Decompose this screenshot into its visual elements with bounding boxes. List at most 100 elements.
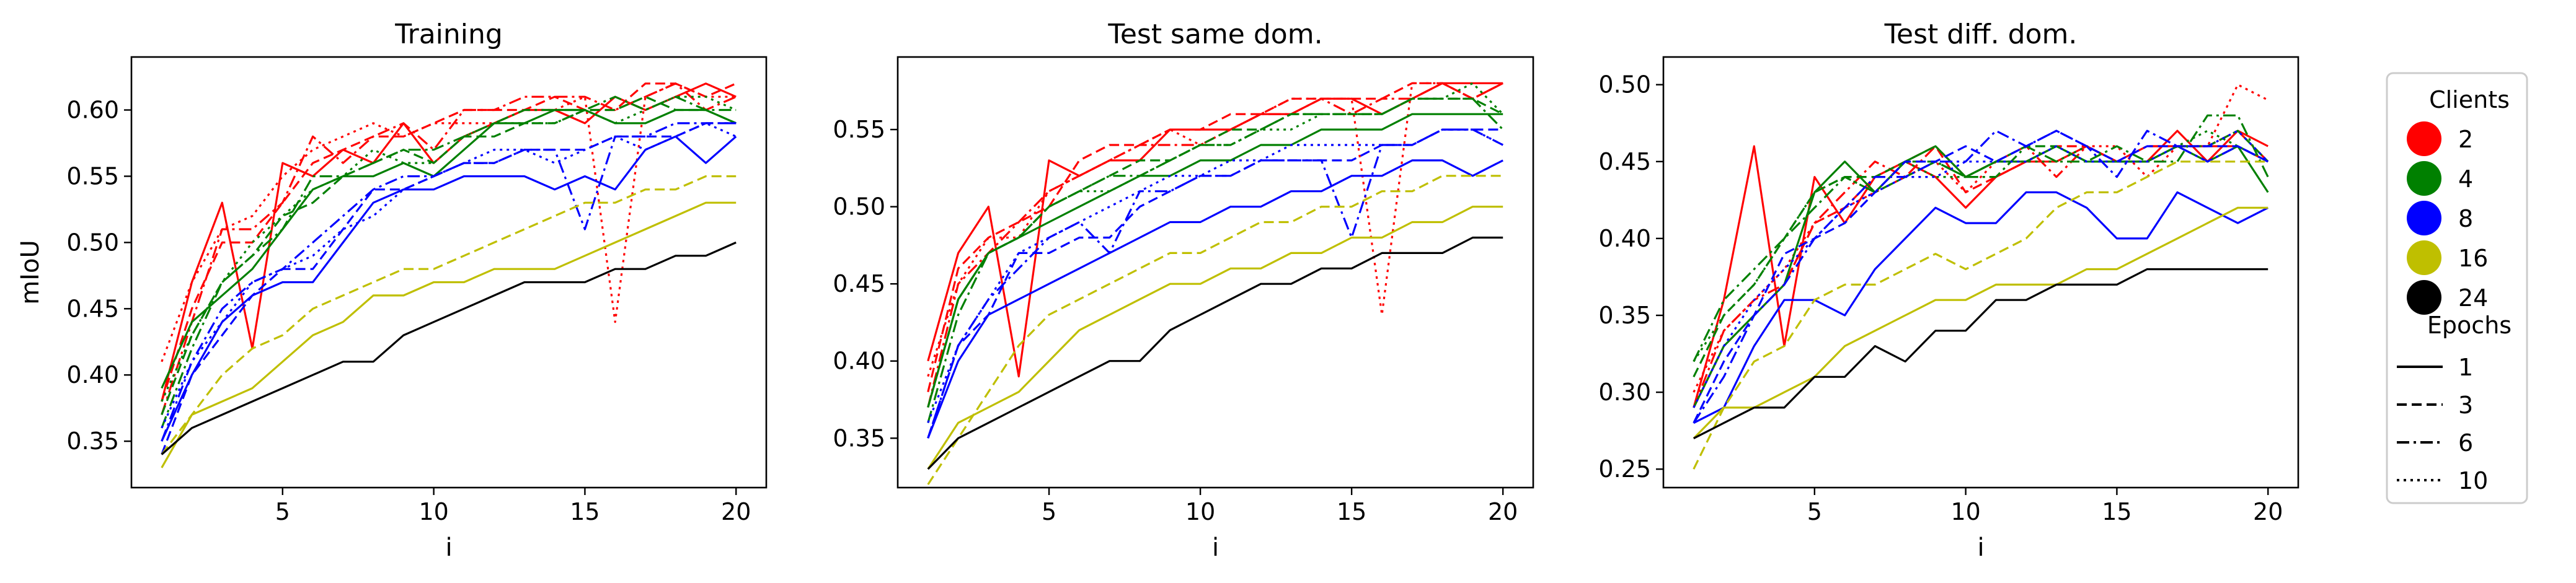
chart-panel: Test same dom. 5 10 15 20 0.35 0.40 0.45 0.50 0.5… [833,19,1534,562]
series-line-clients-2-epochs-3 [161,82,737,402]
chart-title: Test diff. dom. [1884,19,2078,50]
y-tick-label: 0.60 [66,97,119,124]
series-line-clients-16-epochs-1 [1693,206,2268,439]
series-line-clients-16-epochs-3 [927,175,1503,485]
y-tick-label: 0.35 [1598,302,1651,329]
y-tick-label: 0.35 [66,427,119,455]
series-line-clients-16-epochs-3 [161,175,737,455]
x-tick-label: 10 [418,498,448,525]
x-tick-label: 15 [1337,498,1366,525]
legend-marker-clients-4 [2407,161,2441,196]
y-tick-label: 0.40 [1598,225,1651,252]
x-tick-label: 5 [1807,498,1822,525]
series-line-clients-24-epochs-1 [927,236,1503,470]
y-tick-label: 0.50 [833,193,885,221]
x-tick-label: 15 [2102,498,2131,525]
legend-label-epochs: 1 [2458,354,2473,381]
series-line-clients-8-epochs-10 [1693,129,2269,408]
series-line-clients-8-epochs-6 [927,128,1503,439]
series-group [927,82,1504,485]
y-axis-label: mIoU [16,240,45,305]
series-line-clients-4-epochs-6 [161,95,737,429]
y-tick-label: 0.25 [1598,455,1651,483]
legend-clients-title: Clients [2429,86,2510,113]
series-line-clients-4-epochs-10 [161,95,737,402]
x-tick-label: 20 [2253,498,2283,525]
legend-label-clients: 8 [2458,205,2473,232]
legend-label-clients: 24 [2458,284,2488,312]
x-axis-label: i [445,533,452,562]
legend-marker-clients-8 [2407,201,2441,235]
series-line-clients-8-epochs-6 [1693,129,2268,424]
x-tick-label: 10 [1185,498,1215,525]
series-line-clients-24-epochs-1 [161,241,737,455]
series-line-clients-2-epochs-1 [1693,129,2268,408]
x-tick-label: 10 [1950,498,1980,525]
series-line-clients-2-epochs-10 [161,82,737,362]
legend-epochs-title: Epochs [2427,312,2512,339]
legend-label-clients: 2 [2458,126,2473,153]
series-line-clients-16-epochs-1 [927,206,1503,470]
series-group [1693,84,2269,470]
series-line-clients-4-epochs-6 [1693,114,2269,362]
series-group [161,82,737,468]
x-tick-label: 20 [1488,498,1518,525]
y-tick-label: 0.35 [833,424,885,452]
series-line-clients-8-epochs-1 [927,159,1503,439]
legend-label-clients: 16 [2458,245,2488,272]
y-tick-label: 0.40 [66,361,119,388]
series-line-clients-2-epochs-10 [1693,84,2268,393]
series-line-clients-2-epochs-3 [1693,145,2268,408]
series-line-clients-4-epochs-10 [927,82,1504,408]
series-line-clients-16-epochs-1 [161,201,737,468]
legend-label-epochs: 3 [2458,392,2473,419]
x-tick-label: 5 [1042,498,1056,525]
y-tick-label: 0.30 [1598,379,1651,406]
chart-title: Test same dom. [1107,19,1322,50]
series-line-clients-8-epochs-10 [927,128,1503,423]
legend-label-epochs: 6 [2458,429,2473,457]
chart-panel: Test diff. dom. 5 10 15 20 0.25 0.30 0.35 0.40 0.… [1598,19,2299,562]
series-line-clients-2-epochs-6 [161,82,737,415]
legend-marker-clients-2 [2407,121,2441,156]
series-line-clients-4-epochs-1 [161,108,737,389]
series-line-clients-4-epochs-3 [1693,129,2269,378]
series-line-clients-8-epochs-3 [1693,129,2268,424]
x-tick-label: 5 [275,498,290,525]
y-tick-label: 0.45 [833,270,885,297]
series-line-clients-2-epochs-1 [927,82,1503,378]
series-line-clients-4-epochs-10 [1693,129,2268,362]
plot-frame [1662,56,2299,489]
series-line-clients-4-epochs-3 [161,95,737,415]
plot-frame [896,56,1534,489]
series-line-clients-16-epochs-3 [1693,160,2268,470]
legend-epochs: 1 3 6 10 [2397,354,2488,494]
series-line-clients-2-epochs-10 [927,82,1503,377]
x-axis-label: i [1977,533,1984,562]
y-tick-label: 0.55 [833,116,885,143]
chart-title: Training [394,19,503,50]
y-tick-label: 0.45 [66,295,119,322]
series-line-clients-2-epochs-3 [927,82,1503,392]
legend-label-epochs: 10 [2458,467,2488,494]
series-line-clients-24-epochs-1 [1693,268,2268,440]
x-tick-label: 20 [721,498,751,525]
series-line-clients-8-epochs-1 [1693,191,2268,424]
chart-panel: Training 5 10 15 20 0.35 0.40 0.45 0.50 0.55 0.60 i… [16,19,768,562]
legend-marker-clients-16 [2407,240,2441,275]
y-tick-label: 0.55 [66,162,119,190]
y-tick-label: 0.50 [66,229,119,256]
x-tick-label: 15 [570,498,600,525]
y-tick-label: 0.45 [1598,148,1651,175]
series-line-clients-8-epochs-10 [161,122,737,429]
y-tick-label: 0.50 [1598,71,1651,99]
y-tick-label: 0.40 [833,348,885,375]
series-line-clients-8-epochs-1 [161,135,737,442]
x-axis-label: i [1212,533,1219,562]
chart-panels: Training 5 10 15 20 0.35 0.40 0.45 0.50 0.55 0.60 i… [16,19,2299,562]
legend-label-clients: 4 [2458,165,2473,193]
legend-marker-clients-24 [2407,280,2441,315]
